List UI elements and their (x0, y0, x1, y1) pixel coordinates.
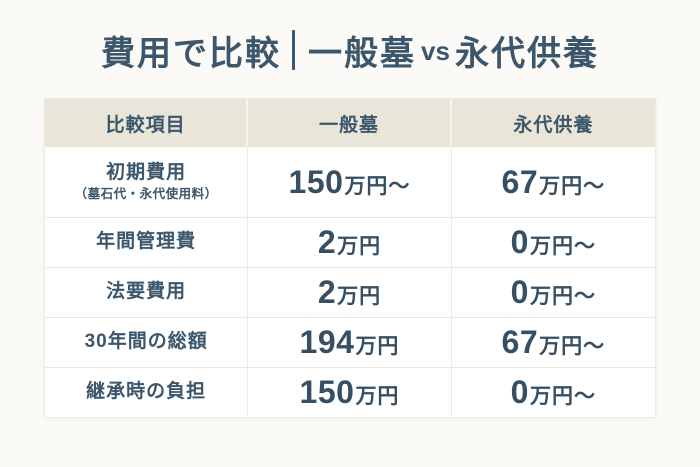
ippanbo-value-cell: 194 万円 (248, 318, 452, 367)
row-label-cell: 継承時の負担 (45, 368, 249, 417)
value-number: 0 (510, 374, 529, 410)
value-unit: 万円〜 (529, 385, 596, 408)
value-unit: 万円 (355, 385, 400, 408)
eitai-value-cell: 0 万円〜 (452, 218, 655, 267)
value-number: 0 (510, 224, 529, 260)
value-unit: 万円〜 (529, 235, 596, 258)
comparison-table: 比較項目 一般墓 永代供養 初期費用 （墓石代・永代使用料） 150 万円〜 67… (44, 98, 656, 418)
row-label: 法要費用 (106, 281, 187, 303)
title-vs: vs (421, 35, 450, 66)
eitai-value-cell: 67 万円〜 (452, 147, 655, 217)
cost-value: 150 万円 (300, 374, 400, 411)
header-cell-ippanbo: 一般墓 (248, 99, 452, 147)
value-number: 2 (317, 224, 337, 260)
row-label-cell: 法要費用 (45, 268, 249, 317)
table-row: 法要費用 2 万円 0 万円〜 (45, 267, 655, 317)
page-title: 費用で比較 一般墓 vs 永代供養 (0, 26, 700, 74)
row-label: 継承時の負担 (86, 381, 207, 403)
value-number: 150 (288, 163, 344, 200)
cost-value: 67 万円〜 (502, 164, 606, 201)
table-row: 30年間の総額 194 万円 67 万円〜 (45, 317, 655, 367)
cost-value: 150 万円〜 (289, 164, 411, 201)
eitai-value-cell: 0 万円〜 (452, 368, 655, 417)
value-unit: 万円 (337, 235, 382, 258)
eitai-value-cell: 67 万円〜 (452, 318, 655, 367)
value-unit: 万円 (355, 335, 400, 358)
value-number: 150 (299, 374, 355, 410)
row-label-cell: 初期費用 （墓石代・永代使用料） (45, 147, 249, 217)
cost-value: 67 万円〜 (502, 324, 606, 361)
value-unit: 万円〜 (539, 174, 606, 198)
cost-value: 0 万円〜 (511, 274, 596, 311)
row-sublabel: （墓石代・永代使用料） (74, 186, 218, 201)
value-unit: 万円〜 (529, 285, 596, 308)
title-part-left: 費用で比較 (101, 34, 282, 73)
cost-value: 2 万円 (318, 274, 381, 311)
row-label-cell: 30年間の総額 (45, 318, 249, 367)
cost-value: 2 万円 (318, 224, 381, 261)
value-unit: 万円〜 (539, 335, 606, 358)
value-unit: 万円 (337, 285, 382, 308)
ippanbo-value-cell: 2 万円 (248, 268, 452, 317)
value-number: 194 (299, 324, 355, 360)
value-number: 67 (501, 324, 539, 360)
row-label-cell: 年間管理費 (45, 218, 249, 267)
eitai-value-cell: 0 万円〜 (452, 268, 655, 317)
header-cell-item: 比較項目 (45, 99, 249, 147)
value-number: 67 (501, 163, 539, 200)
table-row: 初期費用 （墓石代・永代使用料） 150 万円〜 67 万円〜 (45, 147, 655, 217)
cost-value: 0 万円〜 (511, 374, 596, 411)
title-part-eitai: 永代供養 (454, 34, 599, 73)
table-row: 継承時の負担 150 万円 0 万円〜 (45, 367, 655, 417)
value-unit: 万円〜 (344, 174, 411, 198)
row-label: 年間管理費 (96, 231, 197, 253)
ippanbo-value-cell: 150 万円〜 (248, 147, 452, 217)
row-label: 30年間の総額 (84, 331, 208, 353)
row-label: 初期費用 (106, 162, 187, 184)
title-part-grave: 一般墓 (308, 34, 417, 73)
header-cell-eitai: 永代供養 (513, 114, 594, 136)
cost-value: 194 万円 (300, 324, 400, 361)
cost-value: 0 万円〜 (511, 224, 596, 261)
value-number: 0 (510, 274, 529, 310)
table-row: 年間管理費 2 万円 0 万円〜 (45, 217, 655, 267)
value-number: 2 (317, 274, 337, 310)
ippanbo-value-cell: 2 万円 (248, 218, 452, 267)
ippanbo-value-cell: 150 万円 (248, 368, 452, 417)
title-divider (292, 30, 296, 70)
table-header-row: 比較項目 一般墓 永代供養 (45, 99, 655, 147)
